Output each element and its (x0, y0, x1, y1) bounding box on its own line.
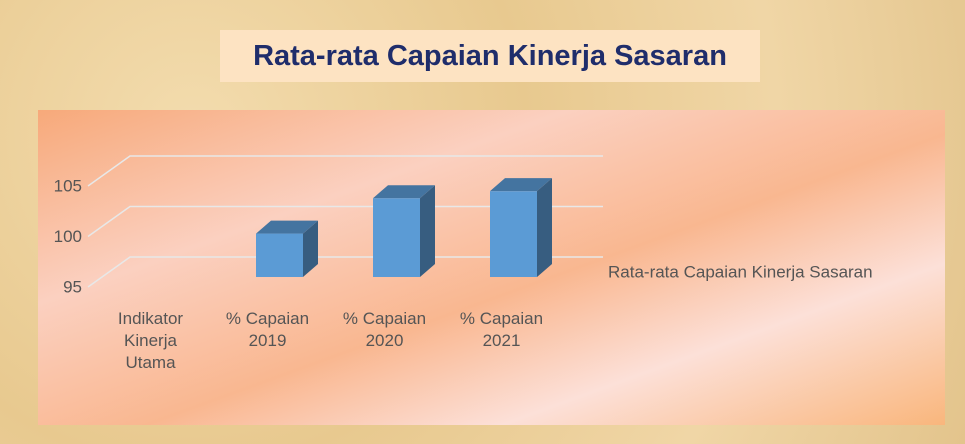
x-tick-label: % Capaian 2021 (459, 309, 544, 350)
chart-title: Rata-rata Capaian Kinerja Sasaran (220, 30, 760, 82)
bar-top (373, 185, 435, 199)
x-tick-label: % Capaian 2020 (342, 309, 427, 350)
bar-side (537, 178, 552, 277)
bar-top (256, 220, 318, 234)
bar (373, 198, 420, 277)
bar (256, 233, 303, 277)
y-tick-label: 100 (54, 227, 82, 246)
bar-top (490, 178, 552, 192)
x-tick-label: Indikator Kinerja Utama (117, 309, 184, 372)
bar-side (420, 185, 435, 277)
y-tick-label: 95 (63, 277, 82, 296)
grid-line (87, 205, 603, 238)
grid-line (87, 155, 603, 187)
bar (490, 191, 537, 277)
bar-side (303, 220, 318, 277)
y-tick-label: 105 (54, 176, 82, 195)
x-tick-label: % Capaian 2019 (225, 309, 310, 350)
legend-label: Rata-rata Capaian Kinerja Sasaran (608, 262, 873, 281)
grid-line (87, 256, 603, 288)
